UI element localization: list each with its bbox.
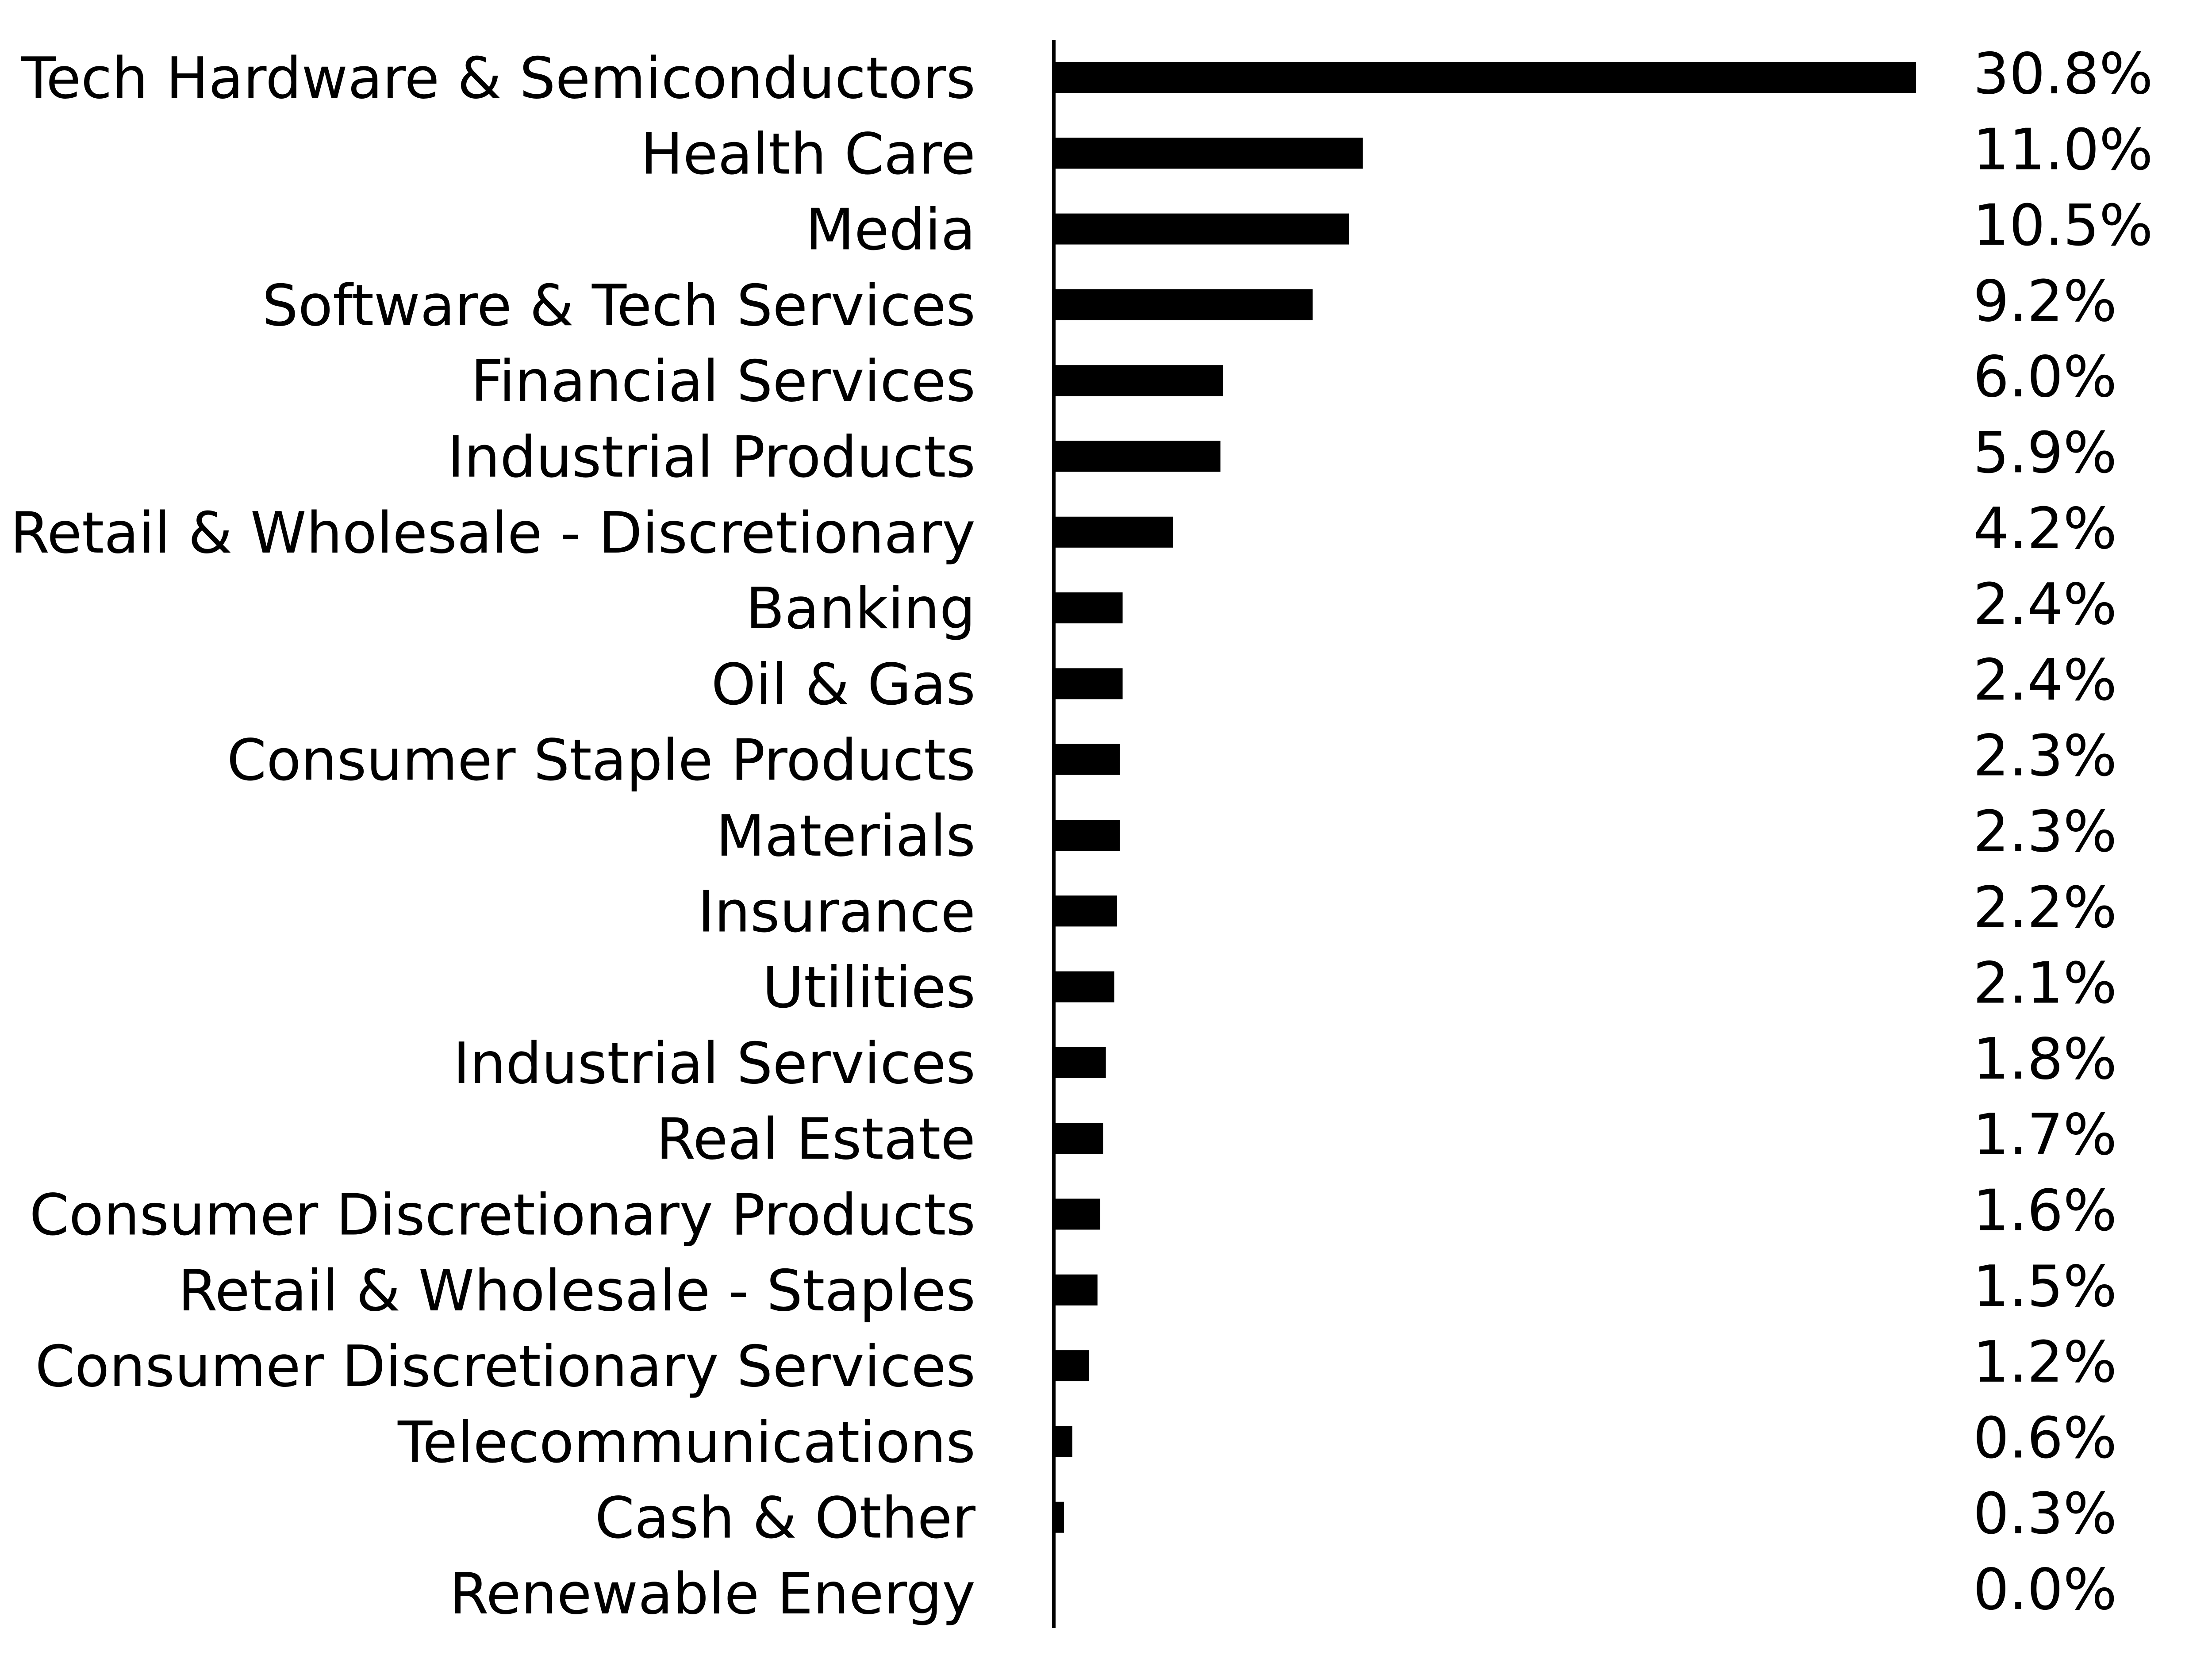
category-label: Insurance bbox=[698, 879, 975, 945]
category-label: Retail & Wholesale - Discretionary bbox=[10, 500, 975, 566]
value-label: 1.5% bbox=[1973, 1254, 2117, 1320]
value-label: 6.0% bbox=[1973, 344, 2117, 410]
value-label: 2.3% bbox=[1973, 723, 2117, 789]
value-label: 2.4% bbox=[1973, 572, 2117, 637]
value-label: 4.2% bbox=[1973, 496, 2117, 562]
value-label: 1.6% bbox=[1973, 1178, 2117, 1244]
category-label: Tech Hardware & Semiconductors bbox=[21, 46, 975, 111]
bar bbox=[1056, 895, 1117, 927]
value-label: 0.6% bbox=[1973, 1405, 2117, 1471]
value-label: 1.2% bbox=[1973, 1329, 2117, 1395]
value-label: 1.7% bbox=[1973, 1102, 2117, 1168]
value-label: 2.1% bbox=[1973, 951, 2117, 1017]
category-label: Telecommunications bbox=[397, 1409, 975, 1475]
value-label: 0.3% bbox=[1973, 1481, 2117, 1547]
bar bbox=[1056, 592, 1123, 624]
value-label: 2.2% bbox=[1973, 875, 2117, 941]
value-label: 1.8% bbox=[1973, 1026, 2117, 1092]
category-labels-group: Tech Hardware & Semiconductors Health Car… bbox=[10, 46, 975, 1627]
category-label: Real Estate bbox=[656, 1106, 975, 1172]
bar bbox=[1056, 1502, 1064, 1533]
category-label: Industrial Products bbox=[447, 425, 975, 491]
category-label: Renewable Energy bbox=[449, 1561, 975, 1627]
bar bbox=[1056, 1123, 1103, 1154]
bar bbox=[1056, 1047, 1106, 1078]
value-label: 5.9% bbox=[1973, 420, 2117, 486]
bar bbox=[1056, 1198, 1101, 1230]
bar bbox=[1056, 213, 1349, 245]
category-label: Materials bbox=[716, 803, 975, 869]
category-label: Oil & Gas bbox=[711, 652, 975, 718]
category-label: Health Care bbox=[641, 121, 975, 187]
value-label: 0.0% bbox=[1973, 1557, 2117, 1623]
value-label: 9.2% bbox=[1973, 269, 2117, 334]
value-label: 11.0% bbox=[1973, 117, 2153, 183]
bar bbox=[1056, 1350, 1089, 1382]
category-label: Cash & Other bbox=[595, 1486, 976, 1551]
value-label: 30.8% bbox=[1973, 41, 2153, 107]
category-label: Industrial Services bbox=[453, 1031, 975, 1097]
value-label: 2.3% bbox=[1973, 799, 2117, 865]
category-label: Consumer Discretionary Services bbox=[35, 1334, 975, 1400]
category-label: Banking bbox=[746, 576, 975, 642]
category-label: Media bbox=[806, 197, 975, 263]
bar bbox=[1056, 516, 1173, 548]
value-label: 10.5% bbox=[1973, 193, 2153, 259]
bar bbox=[1056, 820, 1120, 851]
category-label: Utilities bbox=[762, 955, 975, 1021]
value-label: 2.4% bbox=[1973, 647, 2117, 713]
bar bbox=[1056, 441, 1221, 472]
category-label: Consumer Discretionary Products bbox=[30, 1183, 976, 1248]
bar bbox=[1056, 971, 1114, 1002]
bar bbox=[1056, 138, 1363, 169]
category-label: Financial Services bbox=[471, 349, 975, 415]
bar bbox=[1056, 289, 1313, 320]
bar bbox=[1056, 744, 1120, 775]
category-label: Software & Tech Services bbox=[262, 273, 975, 339]
category-label: Retail & Wholesale - Staples bbox=[178, 1258, 975, 1324]
bars-group bbox=[1056, 62, 1916, 1533]
value-labels-group: 30.8% 11.0% 10.5% 9.2% 6.0% 5.9% 4.2% 2.4% 2.4% 2… bbox=[1973, 41, 2153, 1623]
bar bbox=[1056, 1426, 1072, 1457]
bar bbox=[1056, 668, 1123, 699]
bar bbox=[1056, 365, 1223, 396]
category-label: Consumer Staple Products bbox=[227, 728, 975, 794]
bar bbox=[1056, 62, 1916, 93]
bar bbox=[1056, 1274, 1098, 1306]
